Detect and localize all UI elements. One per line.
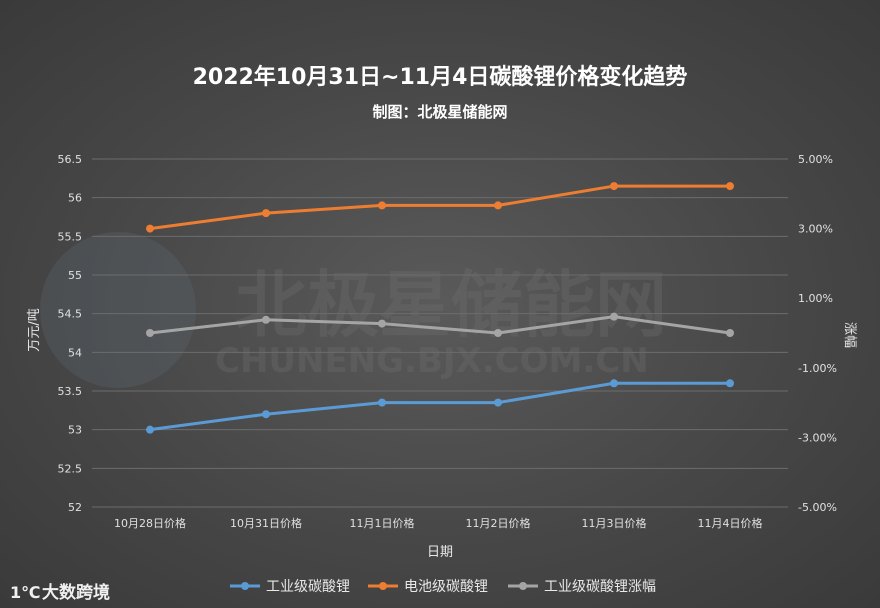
y-tick-label: 55.5 [58,230,83,243]
series-group [146,182,734,434]
series-line [149,184,730,231]
data-point [262,209,270,218]
data-point [726,329,734,337]
watermark-logo-icon [40,232,196,388]
y-tick-label: 52 [68,501,82,514]
data-point [494,201,502,210]
y-tick-label: 54 [68,346,82,359]
y2-tick-label: -1.00% [798,362,837,375]
series-line [149,315,731,335]
data-point [378,398,386,407]
data-point [146,224,154,233]
data-point [726,182,734,191]
chart-subtitle: 制图：北极星储能网 [372,103,507,121]
watermark-brand: 北极星储能网 [235,263,667,347]
data-point [262,315,270,324]
x-tick-label: 10月31日价格 [230,516,302,530]
chart-title: 2022年10月31日~11月4日碳酸锂价格变化趋势 [193,64,688,90]
x-tick-label: 11月3日价格 [582,516,647,530]
legend-label: 电池级碳酸锂 [404,579,488,595]
y-axis-ticks: 52 52.5 53 53.5 54 54.5 55 55.5 56 56.5 [58,153,83,514]
data-point [610,182,618,191]
data-point [610,312,618,321]
x-axis-ticks: 10月28日价格 10月31日价格 11月1日价格 11月2日价格 11月3日价格 11月… [114,516,763,530]
y2-tick-label: -5.00% [798,501,837,514]
series-2 [146,312,734,337]
y2-tick-label: 1.00% [798,292,833,305]
legend-marker [519,582,527,590]
data-point [494,329,502,337]
footer-brand: 1℃ 大数跨境 [10,582,110,603]
y-tick-label: 56.5 [58,153,83,166]
data-point [146,329,154,337]
y2-tick-label: 5.00% [798,153,833,166]
y2-tick-label: 3.00% [798,223,833,236]
legend-label: 工业级碳酸锂涨幅 [544,579,656,595]
legend-marker [241,582,249,590]
data-point [726,379,734,388]
x-tick-label: 11月4日价格 [698,516,763,530]
x-tick-label: 11月1日价格 [350,516,415,530]
data-point [610,379,618,388]
data-point [378,201,386,210]
x-axis-title: 日期 [427,545,453,560]
legend: 工业级碳酸锂 电池级碳酸锂 工业级碳酸锂涨幅 [230,579,656,595]
x-tick-label: 11月2日价格 [466,516,531,530]
footer-logo-icon: 1℃ [10,583,41,602]
data-point [378,319,386,328]
y-tick-label: 53 [68,424,82,437]
footer-brand-label: 大数跨境 [42,582,110,603]
y-tick-label: 55 [68,269,82,282]
y-tick-label: 53.5 [58,385,83,398]
watermark-url: CHUNENG.BJX.COM.CN [215,341,649,381]
legend-marker [379,582,387,590]
y2-axis-ticks: -5.00% -3.00% -1.00% 1.00% 3.00% 5.00% [798,153,837,514]
gridlines [92,158,788,508]
y2-axis-title: 涨幅 [842,322,857,348]
watermark: 北极星储能网 CHUNENG.BJX.COM.CN [40,232,667,388]
data-point [262,410,270,419]
y-tick-label: 54.5 [58,308,83,321]
legend-label: 工业级碳酸锂 [266,579,350,595]
series-0 [146,379,734,434]
series-line [149,381,730,432]
data-point [146,425,154,434]
x-tick-label: 10月28日价格 [114,516,186,530]
data-point [494,398,502,407]
y-tick-label: 56 [68,192,82,205]
y-axis-title: 万元/吨 [27,308,42,351]
series-1 [146,182,734,233]
y2-tick-label: -3.00% [798,431,837,444]
y-tick-label: 52.5 [58,462,83,475]
